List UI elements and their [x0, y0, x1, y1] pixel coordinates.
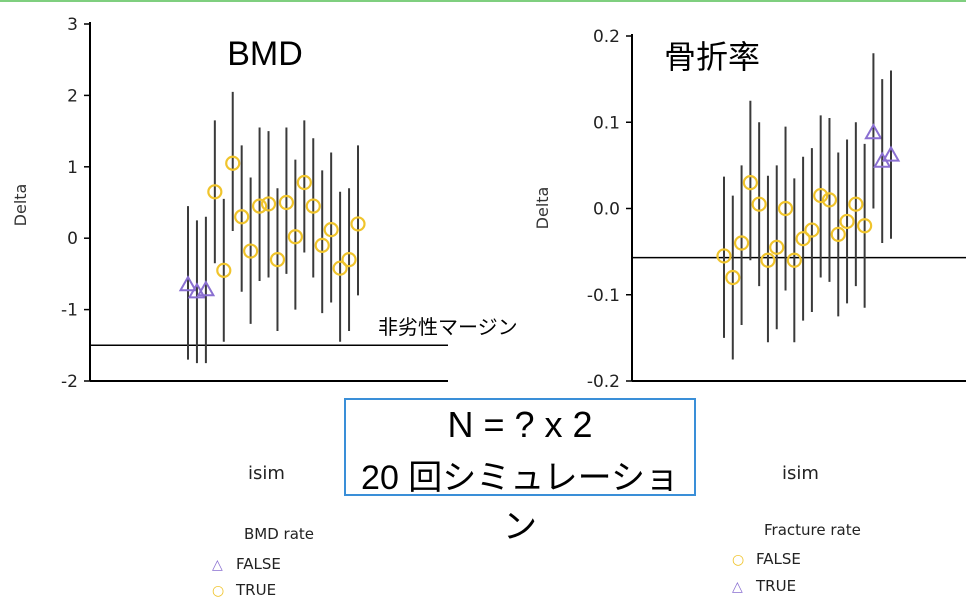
bmd-point-true — [251, 198, 268, 214]
bmd-point-true — [314, 237, 330, 253]
annotation-box: N = ? x 2 20 回シミュレーション — [344, 398, 696, 546]
fracture-point-false — [830, 226, 846, 242]
fracture-point-false — [733, 235, 750, 251]
bmd-y-tick-label: -2 — [61, 372, 78, 392]
bmd-point-true — [305, 198, 321, 214]
bmd-legend-item-false: △ FALSE — [212, 554, 281, 574]
bmd-legend-label-true: TRUE — [236, 581, 277, 599]
fracture-point-false — [760, 252, 776, 268]
fracture-legend-title: Fracture rate — [764, 521, 861, 539]
fracture-point-false — [777, 200, 794, 217]
fracture-point-false — [716, 248, 732, 264]
bmd-point-true — [234, 209, 250, 225]
fracture-y-tick-label: -0.2 — [587, 372, 620, 392]
fracture-point-false — [821, 192, 838, 208]
fracture-point-false — [813, 187, 829, 204]
fracture-y-axis-label: Delta — [533, 187, 552, 230]
annotation-line-2: 20 回シミュレーション — [361, 459, 679, 546]
bmd-point-true — [260, 196, 277, 212]
bmd-legend-label-false: FALSE — [236, 555, 281, 573]
bmd-legend-item-true: ○ TRUE — [212, 580, 276, 600]
fracture-point-false — [742, 175, 758, 191]
bmd-y-tick-label: 1 — [67, 158, 78, 178]
triangle-marker-icon: △ — [732, 579, 743, 595]
bmd-point-true — [332, 260, 348, 276]
fracture-point-false — [751, 196, 767, 212]
bmd-point-true — [243, 243, 259, 259]
bmd-point-true — [225, 155, 241, 171]
fracture-legend-item-false: ○ FALSE — [732, 549, 801, 569]
bmd-reference-line-label: 非劣性マージン — [378, 315, 518, 339]
fracture-y-tick-label: 0.1 — [593, 113, 620, 133]
bmd-chart-title: BMD — [227, 35, 303, 73]
bmd-point-true — [341, 252, 357, 268]
fracture-point-false — [786, 252, 802, 268]
fracture-point-false — [795, 231, 811, 247]
bmd-point-false — [178, 275, 198, 292]
fracture-point-false — [839, 213, 855, 230]
bmd-y-tick-label: 0 — [67, 229, 78, 249]
fracture-legend-label-true: TRUE — [756, 577, 797, 595]
bmd-y-axis-label: Delta — [11, 184, 30, 227]
fracture-y-tick-label: 0.2 — [593, 27, 620, 47]
fracture-y-tick-label: 0.0 — [593, 200, 620, 220]
fracture-y-tick-label: -0.1 — [587, 286, 620, 306]
bmd-y-tick-label: 3 — [67, 15, 78, 35]
bmd-point-true — [287, 229, 303, 245]
bmd-y-tick-label: 2 — [67, 86, 78, 106]
annotation-line-1: N = ? x 2 — [447, 404, 593, 445]
top-border-line — [0, 0, 966, 2]
bmd-x-axis-label: isim — [248, 463, 285, 484]
bmd-legend-title: BMD rate — [244, 525, 315, 543]
fracture-point-false — [769, 239, 785, 255]
bmd-point-true — [207, 184, 223, 200]
fracture-point-false — [804, 222, 820, 238]
bmd-point-true — [296, 174, 312, 191]
circle-marker-icon: ○ — [212, 583, 225, 599]
fracture-point-false — [857, 218, 873, 234]
fracture-point-true — [864, 123, 883, 140]
bmd-point-true — [323, 222, 339, 238]
fracture-x-axis-label: isim — [782, 463, 819, 484]
fracture-point-false — [725, 269, 741, 286]
fracture-legend-item-true: △ TRUE — [732, 576, 796, 596]
fracture-point-false — [848, 196, 864, 212]
bmd-point-true — [269, 252, 286, 268]
bmd-point-true — [278, 194, 295, 211]
fracture-point-true — [881, 145, 901, 162]
fracture-legend-label-false: FALSE — [756, 550, 801, 568]
fracture-chart-title: 骨折率 — [664, 39, 760, 75]
circle-marker-icon: ○ — [732, 552, 745, 568]
bmd-point-true — [216, 262, 232, 278]
bmd-point-false — [196, 280, 216, 297]
bmd-point-true — [350, 216, 366, 232]
triangle-marker-icon: △ — [212, 557, 223, 573]
bmd-y-tick-label: -1 — [61, 301, 78, 321]
